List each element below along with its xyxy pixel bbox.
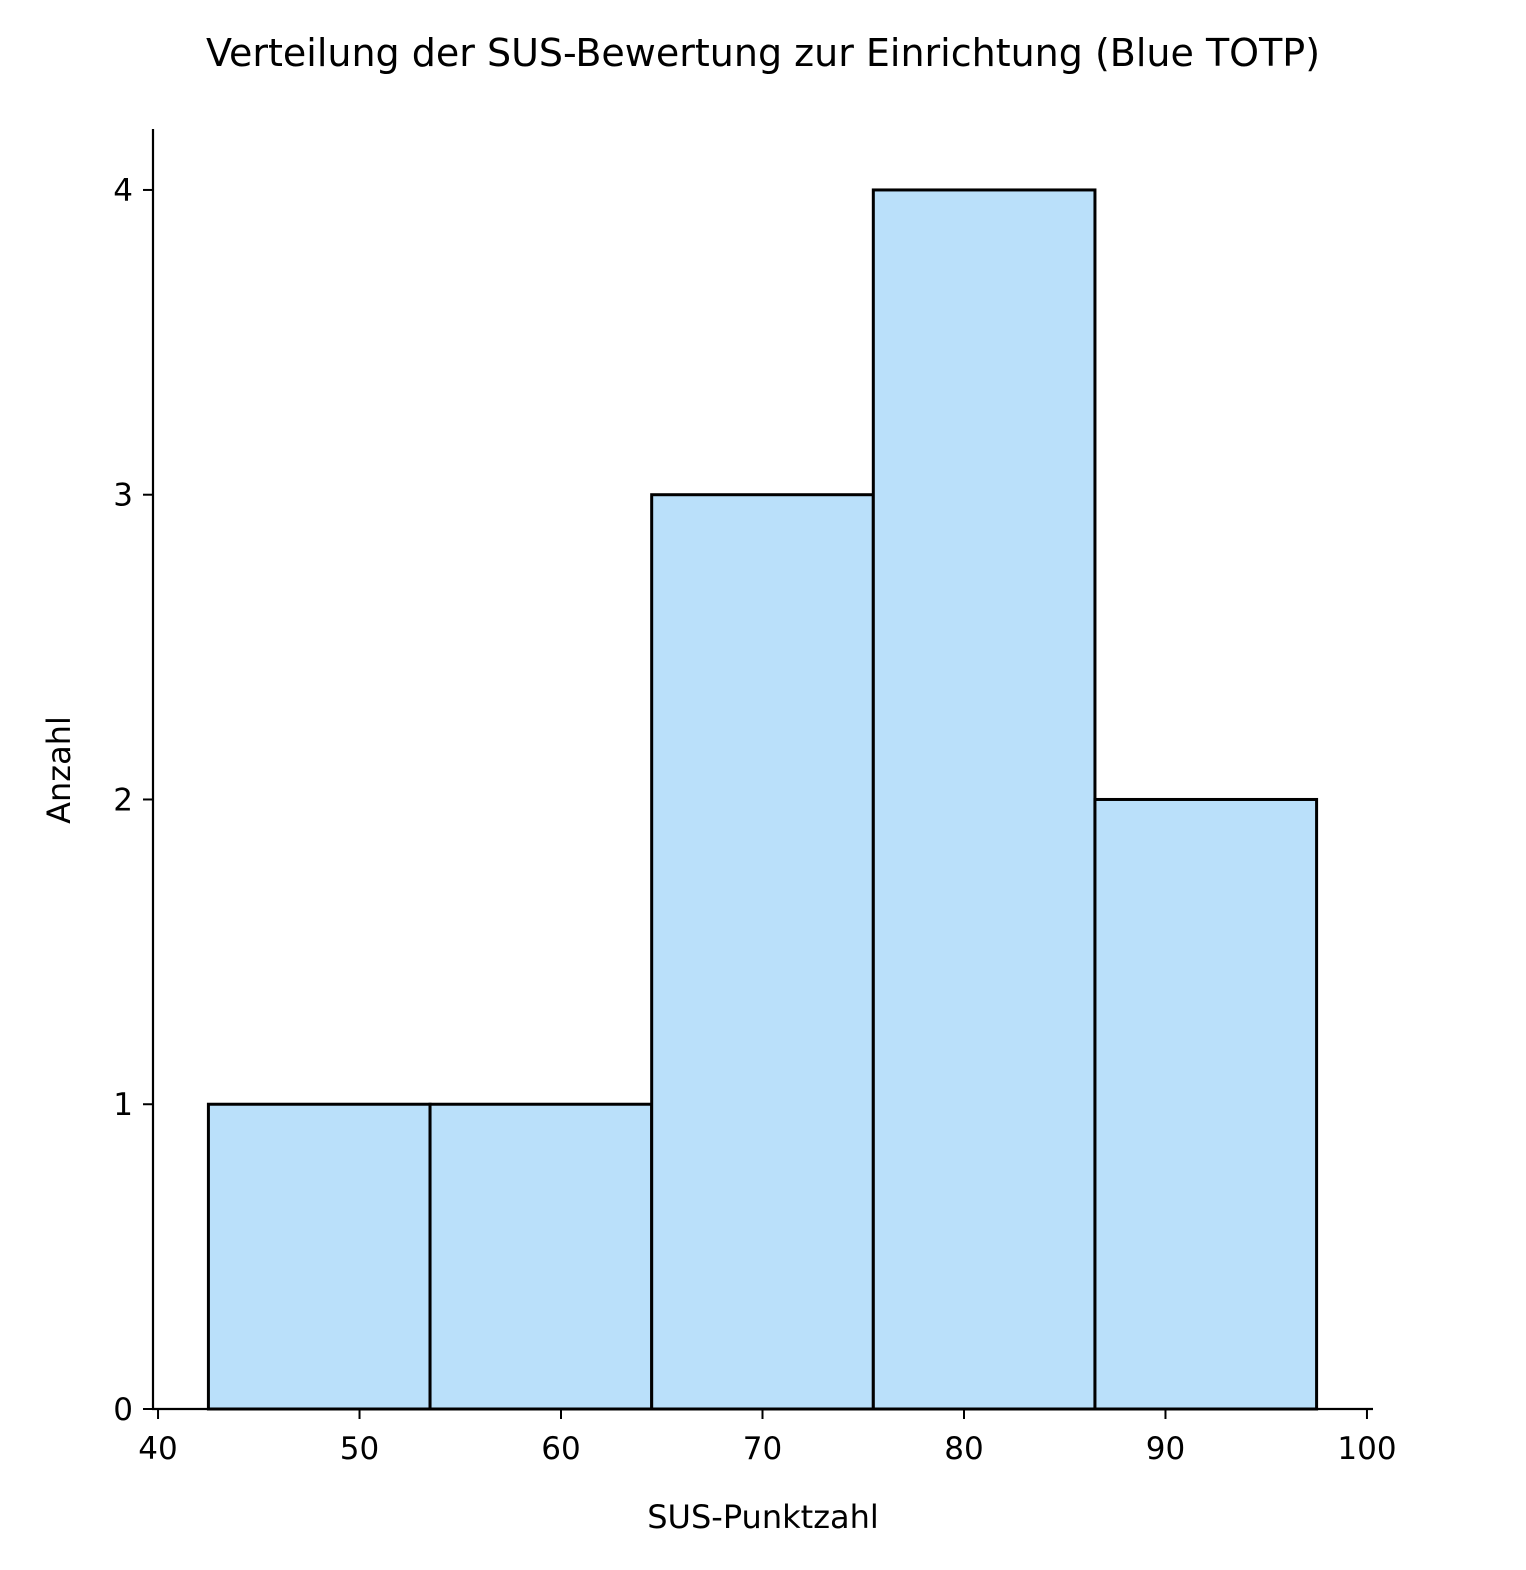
histogram-bar-3 (650, 493, 875, 1411)
y-tick-label: 2 (113, 782, 133, 818)
y-tick-label: 3 (113, 478, 133, 514)
y-tick-label: 0 (113, 1392, 133, 1428)
x-tick-label: 90 (1146, 1431, 1185, 1467)
histogram-bar-5 (1093, 797, 1319, 1411)
histogram-bar-4 (871, 188, 1097, 1411)
histogram-bar-2 (428, 1102, 654, 1411)
x-tick-label: 70 (743, 1431, 782, 1467)
y-axis-label: Anzahl (40, 716, 78, 824)
x-ticks-group: 40 50 60 70 80 90 100 (138, 1409, 1397, 1467)
x-axis-label: SUS-Punktzahl (647, 1498, 879, 1536)
y-ticks-group: 0 1 2 3 4 (113, 173, 153, 1428)
y-tick-label: 1 (113, 1087, 133, 1123)
chart-title: Verteilung der SUS-Bewertung zur Einrich… (206, 31, 1320, 75)
bars-group (206, 188, 1319, 1411)
x-tick-label: 50 (340, 1431, 379, 1467)
x-tick-label: 60 (541, 1431, 580, 1467)
x-tick-label: 40 (138, 1431, 177, 1467)
y-tick-label: 4 (113, 173, 133, 209)
x-tick-label: 80 (944, 1431, 983, 1467)
histogram-bar-1 (206, 1102, 432, 1411)
x-tick-label: 100 (1337, 1431, 1396, 1467)
